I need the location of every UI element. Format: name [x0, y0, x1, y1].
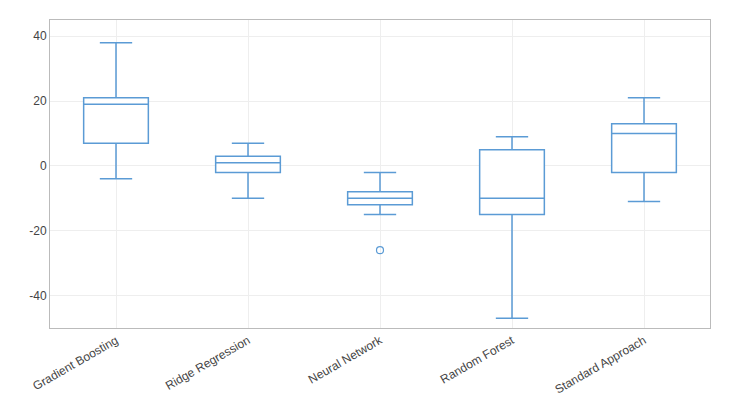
svg-text:-40: -40: [29, 289, 47, 303]
svg-text:Ridge Regression: Ridge Regression: [163, 333, 253, 393]
svg-text:0: 0: [40, 159, 47, 173]
svg-text:40: 40: [33, 29, 47, 43]
svg-text:20: 20: [33, 94, 47, 108]
svg-text:Neural Network: Neural Network: [306, 333, 385, 387]
svg-text:-20: -20: [29, 224, 47, 238]
svg-text:Gradient Boosting: Gradient Boosting: [30, 333, 120, 393]
svg-text:Random Forest: Random Forest: [438, 333, 517, 387]
svg-text:Standard Approach: Standard Approach: [553, 333, 649, 396]
